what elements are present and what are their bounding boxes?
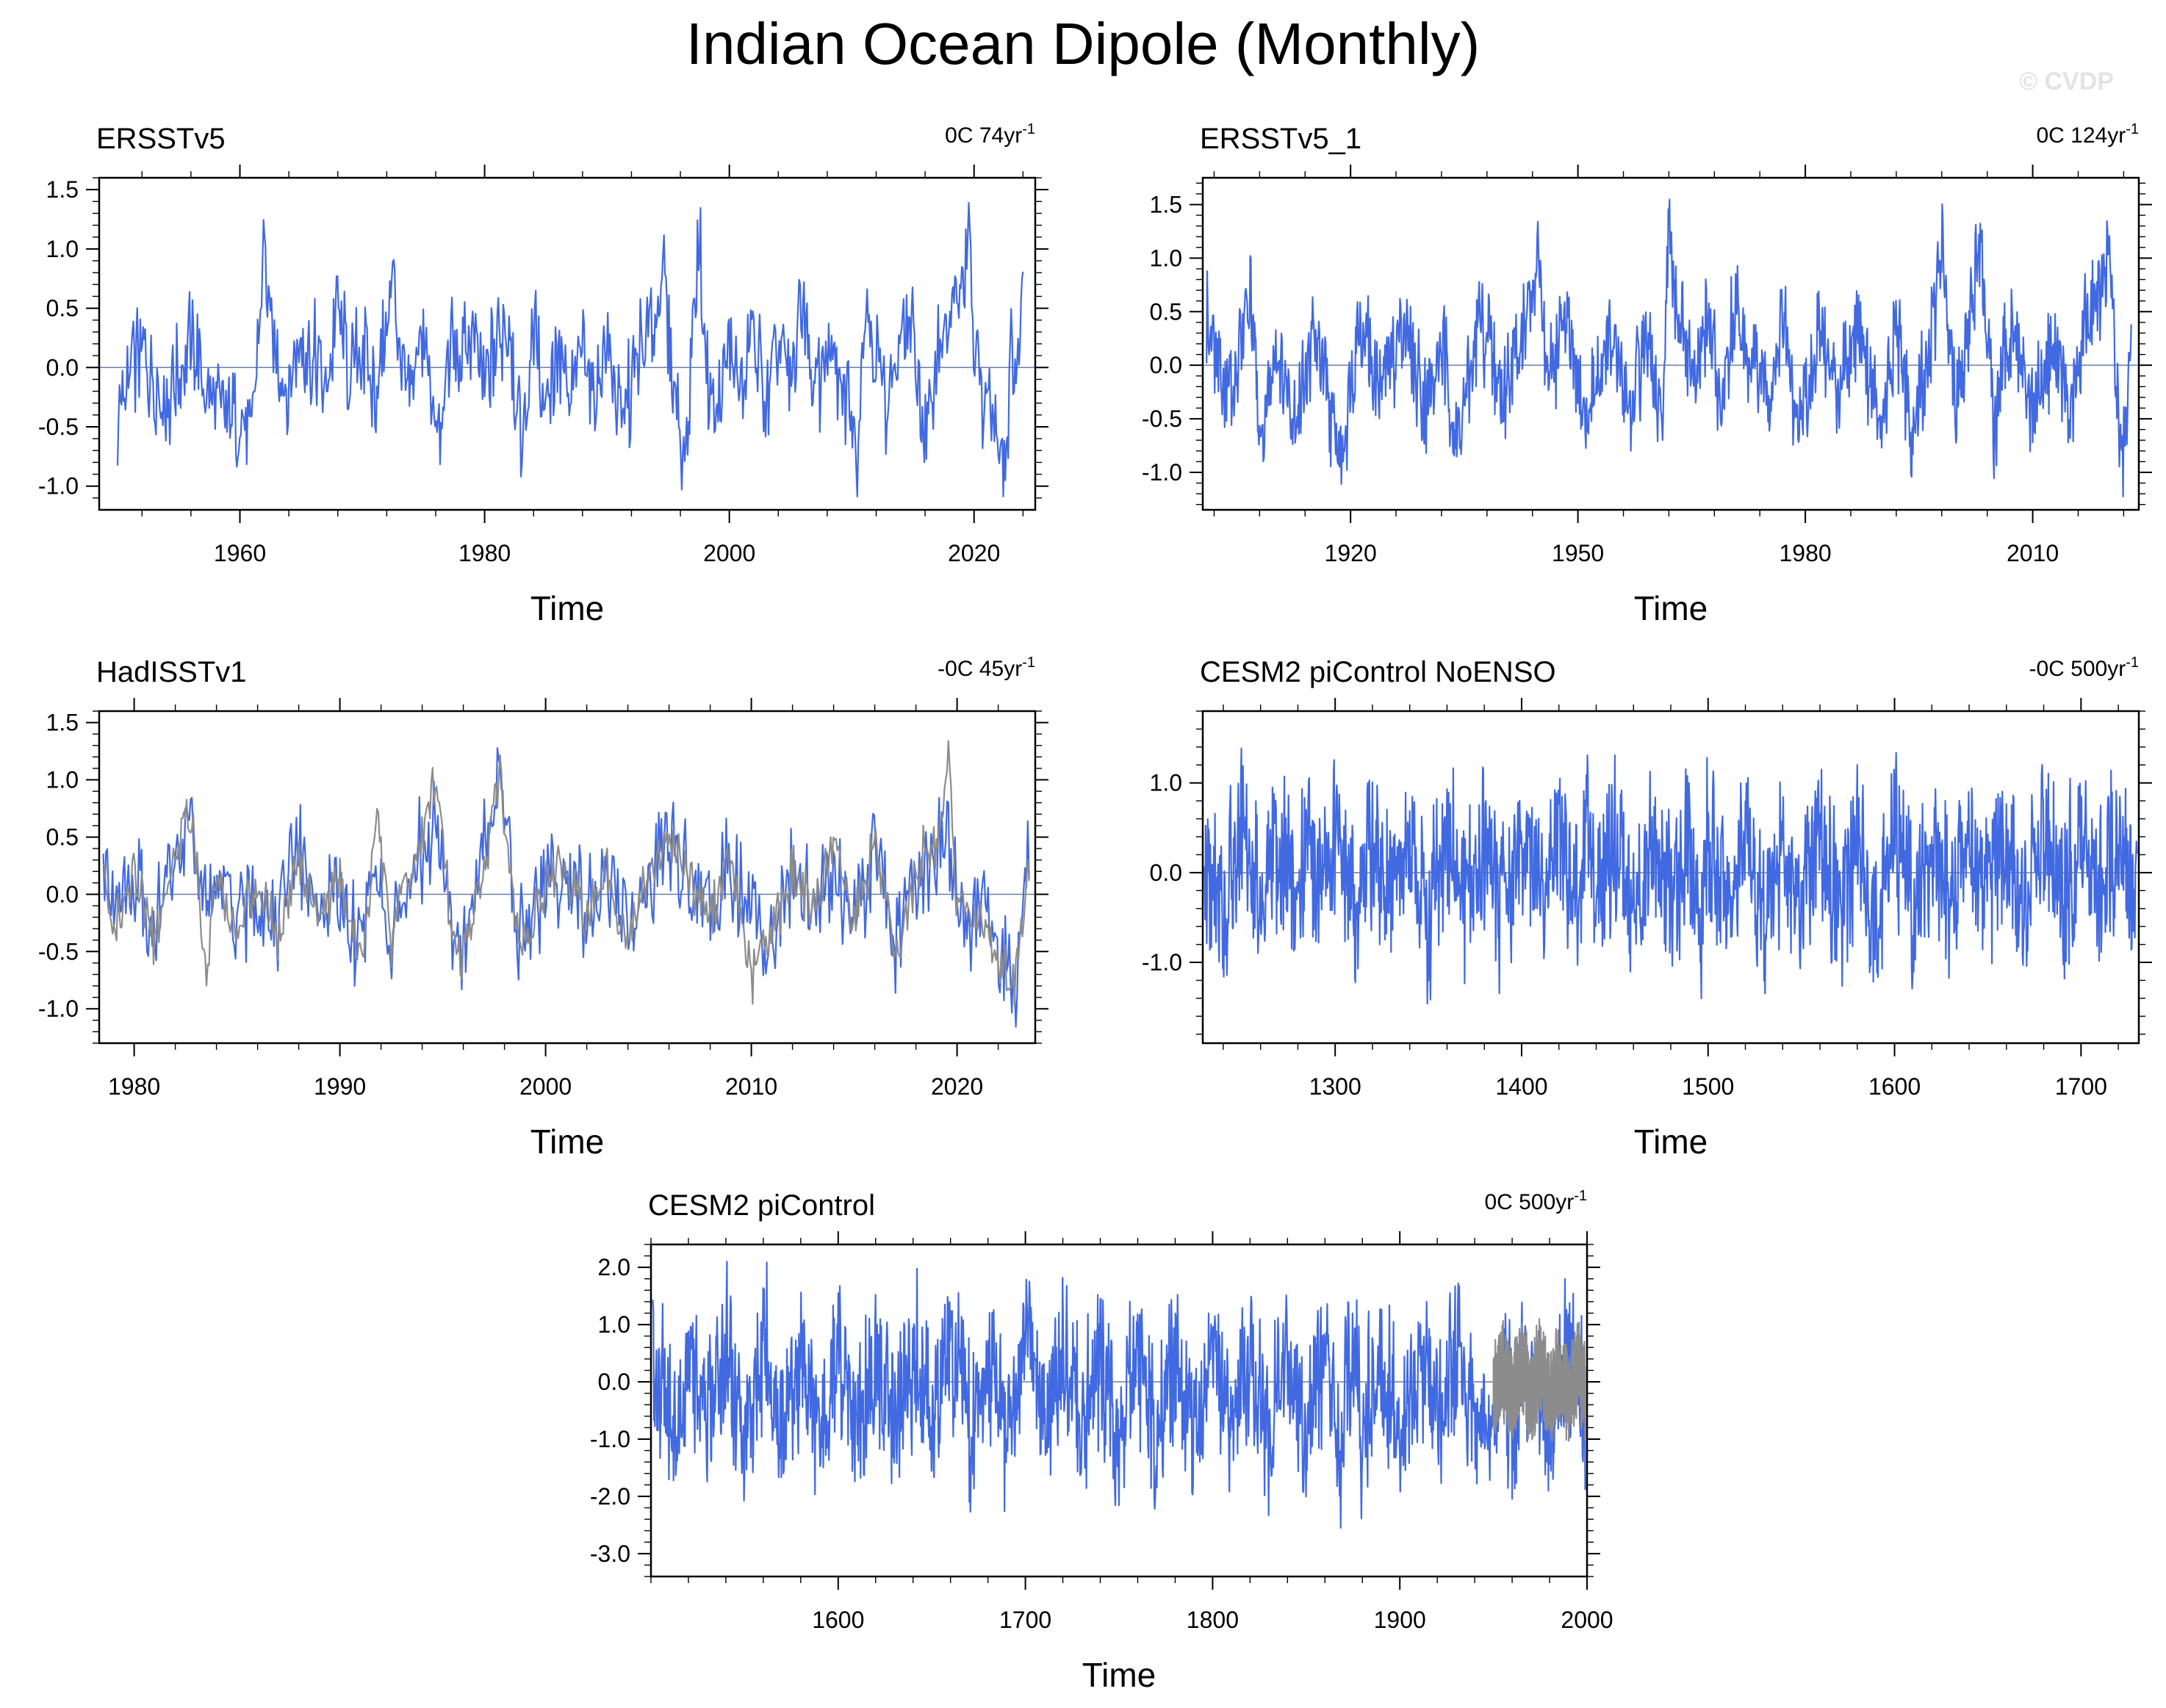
y-tick-label: 1.0 (46, 767, 79, 793)
x-tick-label: 1400 (1495, 1073, 1547, 1100)
y-tick-label: 0.0 (1150, 352, 1182, 378)
trend-annotation: -0C 45yr-1 (938, 655, 1035, 681)
x-tick-label: 1920 (1325, 540, 1377, 566)
x-tick-label: 2010 (2007, 540, 2059, 566)
x-tick-label: 1700 (2055, 1073, 2107, 1100)
x-axis-label: Time (1082, 1656, 1156, 1694)
y-tick-label: -1.0 (38, 473, 79, 500)
y-tick-label: 1.0 (1150, 245, 1182, 271)
x-tick-label: 1500 (1682, 1073, 1734, 1100)
y-tick-label: 0.5 (1150, 298, 1182, 325)
x-axis-label: Time (530, 589, 605, 627)
y-tick-label: 0.0 (1150, 860, 1182, 886)
trend-annotation-text: 0C 124yr (2036, 123, 2126, 148)
x-tick-label: 1900 (1374, 1607, 1426, 1633)
x-tick-label: 2000 (703, 540, 755, 566)
x-tick-label: 1990 (314, 1073, 366, 1100)
y-tick-label: 1.5 (46, 176, 79, 203)
trend-annotation-text: -0C 45yr (938, 657, 1022, 681)
y-tick-label: -1.0 (1142, 459, 1182, 486)
x-tick-label: 2000 (1561, 1607, 1613, 1633)
trend-annotation-superscript: -1 (1022, 121, 1035, 137)
y-tick-label: 1.0 (1150, 770, 1182, 796)
y-tick-label: 0.5 (46, 824, 79, 850)
trend-annotation-text: 0C 74yr (945, 123, 1022, 148)
x-axis-label: Time (1634, 1123, 1708, 1161)
trend-annotation-superscript: -1 (2126, 655, 2139, 671)
x-tick-label: 1300 (1309, 1073, 1361, 1100)
y-tick-label: -2.0 (590, 1483, 630, 1510)
y-tick-label: -1.0 (590, 1426, 630, 1452)
y-tick-label: 1.5 (46, 710, 79, 736)
y-tick-label: -1.0 (1142, 949, 1182, 976)
trend-annotation: -0C 500yr-1 (2029, 655, 2139, 681)
x-tick-label: 1980 (1780, 540, 1832, 566)
y-tick-label: 0.5 (46, 295, 79, 322)
series-line (102, 746, 1030, 1028)
panel-title: ERSSTv5 (96, 123, 226, 155)
x-tick-label: 2020 (931, 1073, 983, 1100)
x-tick-label: 1960 (214, 540, 266, 566)
series-line (652, 1261, 1586, 1529)
y-tick-label: -3.0 (590, 1541, 630, 1567)
y-tick-label: 0.0 (598, 1369, 630, 1395)
x-tick-label: 1600 (812, 1607, 864, 1633)
y-tick-label: 1.0 (598, 1311, 630, 1338)
watermark: © CVDP (2019, 68, 2114, 96)
series-line (1203, 747, 2138, 1005)
series-line (116, 202, 1024, 498)
y-tick-label: -0.5 (38, 938, 79, 965)
y-tick-label: -1.0 (38, 995, 79, 1022)
x-tick-label: 2010 (725, 1073, 777, 1100)
panel-title: HadISSTv1 (96, 656, 247, 688)
x-tick-label: 2000 (519, 1073, 572, 1100)
x-axis-label: Time (1634, 589, 1708, 627)
y-tick-label: 0.0 (46, 354, 79, 381)
trend-annotation-superscript: -1 (2126, 121, 2139, 137)
x-tick-label: 2020 (948, 540, 1000, 566)
trend-annotation: 0C 74yr-1 (945, 121, 1035, 148)
trend-annotation-superscript: -1 (1022, 655, 1035, 671)
panel-title: CESM2 piControl NoENSO (1200, 656, 1556, 688)
trend-annotation: 0C 124yr-1 (2036, 121, 2139, 148)
series-reference-line (1492, 1318, 1586, 1443)
trend-annotation-text: 0C 500yr (1484, 1190, 1574, 1214)
plot-frame (650, 1243, 1588, 1578)
y-tick-label: 0.0 (46, 881, 79, 907)
x-tick-label: 1600 (1868, 1073, 1921, 1100)
panel-title: ERSSTv5_1 (1200, 123, 1361, 155)
x-tick-label: 1800 (1187, 1607, 1239, 1633)
y-tick-label: 2.0 (598, 1254, 630, 1280)
page-title: Indian Ocean Dipole (Monthly) (686, 11, 1480, 76)
x-tick-label: 1700 (999, 1607, 1051, 1633)
series-line (1206, 198, 2132, 498)
x-axis-label: Time (530, 1123, 605, 1161)
x-tick-label: 1980 (108, 1073, 160, 1100)
panel-title: CESM2 piControl (648, 1189, 875, 1222)
trend-annotation-superscript: -1 (1574, 1188, 1587, 1204)
y-tick-label: -0.5 (38, 414, 79, 440)
plot-frame (98, 710, 1037, 1045)
y-tick-label: -0.5 (1142, 406, 1182, 432)
y-tick-label: 1.0 (46, 236, 79, 262)
trend-annotation-text: -0C 500yr (2029, 657, 2126, 681)
trend-annotation: 0C 500yr-1 (1484, 1188, 1587, 1214)
y-tick-label: 1.5 (1150, 191, 1182, 217)
x-tick-label: 1950 (1552, 540, 1604, 566)
x-tick-label: 1980 (458, 540, 511, 566)
series-reference-line (102, 740, 1030, 1006)
